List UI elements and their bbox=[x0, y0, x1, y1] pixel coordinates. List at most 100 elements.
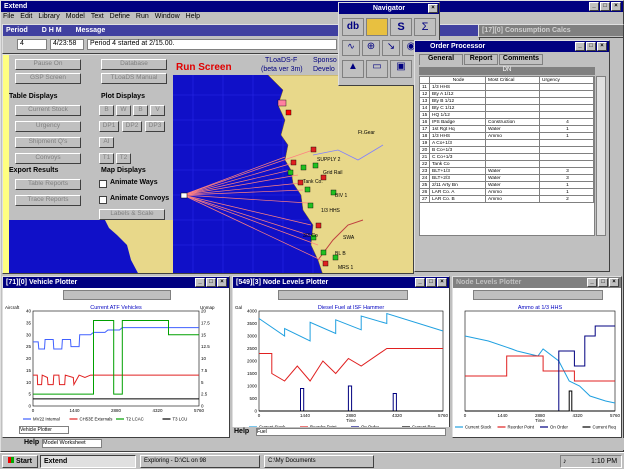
np1-minimize-button[interactable]: _ bbox=[415, 278, 425, 287]
table-row[interactable]: 13 Bty B 1/12 bbox=[420, 98, 594, 105]
close-button[interactable]: × bbox=[611, 2, 621, 11]
convoys-button[interactable]: Convoys bbox=[15, 153, 81, 164]
navigator-close-button[interactable]: × bbox=[428, 4, 438, 13]
table-row[interactable]: 12 Bty A 1/12 bbox=[420, 91, 594, 98]
vp-close-button[interactable]: × bbox=[217, 278, 227, 287]
y-axis-label: Aircraft bbox=[5, 305, 20, 310]
pause-button[interactable]: Pause On bbox=[15, 59, 81, 70]
table-row[interactable]: 27 LAR Co. B Ammo 2 bbox=[420, 196, 594, 203]
plot-v-button[interactable]: V bbox=[150, 105, 165, 116]
menu-library[interactable]: Library bbox=[38, 13, 60, 20]
table-row[interactable]: 18 1/3 HHS Ammo 1 bbox=[420, 133, 594, 140]
vp-maximize-button[interactable]: □ bbox=[206, 278, 216, 287]
nav-rect-icon[interactable]: ▭ bbox=[366, 60, 388, 78]
plot-dp2-button[interactable]: DP2 bbox=[122, 121, 142, 132]
database-button[interactable]: Database bbox=[101, 59, 167, 70]
nav-target-icon[interactable]: ⊕ bbox=[362, 40, 380, 56]
model-worksheet-field[interactable]: Model Worksheet bbox=[42, 439, 102, 448]
shipment-button[interactable]: Shipment Q's bbox=[15, 137, 81, 148]
plot-b2-button[interactable]: B bbox=[133, 105, 148, 116]
start-label: Start bbox=[16, 458, 32, 465]
y-tick-label: 500 bbox=[249, 396, 257, 401]
table-row[interactable]: 14 Bty C 1/12 bbox=[420, 105, 594, 112]
nav-db-button[interactable]: db bbox=[342, 18, 364, 36]
help-field[interactable]: Fuel bbox=[256, 428, 446, 436]
table-reports-button[interactable]: Table Reports bbox=[15, 179, 81, 190]
np2-maximize-button[interactable]: □ bbox=[598, 278, 608, 287]
node-cell: BLT+2/3 bbox=[430, 175, 486, 182]
table-row[interactable]: 20 B Co+1/3 bbox=[420, 147, 594, 154]
taskbar-extend[interactable]: Extend bbox=[40, 455, 136, 468]
table-row[interactable]: 17 1st Rgt Hq Water 1 bbox=[420, 126, 594, 133]
op-tab-comments[interactable]: Comments bbox=[499, 54, 543, 65]
menu-file[interactable]: File bbox=[3, 13, 15, 20]
nav-wave-icon[interactable]: ∿ bbox=[342, 40, 360, 56]
menu-help[interactable]: Help bbox=[185, 13, 201, 20]
menu-define[interactable]: Define bbox=[109, 13, 130, 20]
table-row[interactable]: 23 BLT+1/3 Water 3 bbox=[420, 168, 594, 175]
table-row[interactable]: 21 C Co+1/3 bbox=[420, 154, 594, 161]
start-button[interactable]: Start bbox=[2, 455, 38, 468]
taskbar-exploring[interactable]: Exploring - D:\CL on 98 bbox=[140, 455, 260, 468]
op-close-button[interactable]: × bbox=[597, 42, 607, 51]
current-stock-button[interactable]: Current Stock bbox=[15, 105, 81, 116]
table-row[interactable]: 11 1/3 HHS bbox=[420, 84, 594, 91]
table-row[interactable]: 22 Tank Co bbox=[420, 161, 594, 168]
plot-ai-button[interactable]: AI bbox=[99, 137, 114, 148]
nav-s-button[interactable]: S bbox=[390, 18, 412, 36]
np2-close-button[interactable]: × bbox=[609, 278, 619, 287]
plot-t2-button[interactable]: T2 bbox=[116, 153, 131, 164]
op-tab-general[interactable]: General bbox=[419, 54, 463, 65]
menu-text[interactable]: Text bbox=[90, 13, 104, 20]
op-tab-report[interactable]: Report bbox=[464, 54, 498, 65]
message-field[interactable]: Period 4 started at 2/15.00. bbox=[87, 39, 337, 50]
vp-minimize-button[interactable]: _ bbox=[195, 278, 205, 287]
taskbar-mydocs[interactable]: C:\My Documents bbox=[264, 455, 374, 468]
plot-dp1-button[interactable]: DP1 bbox=[99, 121, 119, 132]
node-cell: 1st Rgt Hq bbox=[430, 126, 486, 133]
np1-close-button[interactable]: × bbox=[437, 278, 447, 287]
trace-reports-button[interactable]: Trace Reports bbox=[15, 195, 81, 206]
time-field[interactable]: 4/23:58 bbox=[50, 39, 84, 50]
table-row[interactable]: 26 LAR Co. A Ammo 1 bbox=[420, 189, 594, 196]
table-row[interactable]: 19 A Co+1/3 bbox=[420, 140, 594, 147]
menu-window[interactable]: Window bbox=[154, 13, 180, 20]
op-scrollbar[interactable] bbox=[596, 76, 606, 236]
np1-maximize-button[interactable]: □ bbox=[426, 278, 436, 287]
np2-minimize-button[interactable]: _ bbox=[587, 278, 597, 287]
model-status-title-bar: Period D H M Message bbox=[3, 25, 479, 36]
minimize-button[interactable]: _ bbox=[589, 2, 599, 11]
menu-model[interactable]: Model bbox=[65, 13, 85, 20]
plot-t1-button[interactable]: T1 bbox=[99, 153, 114, 164]
period-field[interactable]: 4 bbox=[17, 39, 47, 50]
plot-dp3-button[interactable]: DP3 bbox=[145, 121, 165, 132]
urgency-button[interactable]: Urgency bbox=[15, 121, 81, 132]
plot-w-button[interactable]: W bbox=[116, 105, 131, 116]
op-maximize-button[interactable]: □ bbox=[586, 42, 596, 51]
plot-b1-button[interactable]: B bbox=[99, 105, 114, 116]
animate-convoys-label: Animate Convoys bbox=[110, 195, 170, 202]
tloads-manual-button[interactable]: TLoaDS Manual bbox=[101, 73, 167, 84]
nav-sigma-button[interactable]: Σ bbox=[414, 18, 436, 36]
nav-disk-icon[interactable]: ▣ bbox=[390, 60, 412, 78]
maximize-button[interactable]: □ bbox=[600, 2, 610, 11]
table-row[interactable]: 25 2/11 Arty Bn Water 1 bbox=[420, 182, 594, 189]
nav-triangle-icon[interactable]: ▲ bbox=[342, 60, 364, 78]
animate-ways-checkbox[interactable] bbox=[99, 180, 107, 188]
node-cell: LAR Co. B bbox=[430, 196, 486, 203]
nav-arrow-icon[interactable]: ↘ bbox=[382, 40, 400, 56]
nav-map-icon[interactable] bbox=[366, 18, 388, 36]
table-row[interactable]: 16 IPS Badge Construction 4 bbox=[420, 119, 594, 126]
map-svg bbox=[173, 75, 413, 273]
menu-run[interactable]: Run bbox=[135, 13, 149, 20]
gsp-screen-button[interactable]: GSP Screen bbox=[15, 73, 81, 84]
tray-volume-icon[interactable]: ♪ bbox=[563, 458, 567, 465]
labels-scale-button[interactable]: Labels & Scale bbox=[99, 209, 165, 220]
animate-convoys-checkbox[interactable] bbox=[99, 196, 107, 204]
table-row[interactable]: 15 HQ 1/12 bbox=[420, 112, 594, 119]
op-minimize-button[interactable]: _ bbox=[575, 42, 585, 51]
vp-tab[interactable]: Vehicle Plotter bbox=[19, 426, 69, 434]
menu-edit[interactable]: Edit bbox=[20, 13, 33, 20]
table-row[interactable]: 24 BLT+2/3 Water 3 bbox=[420, 175, 594, 182]
export-results-label: Export Results bbox=[9, 167, 59, 174]
